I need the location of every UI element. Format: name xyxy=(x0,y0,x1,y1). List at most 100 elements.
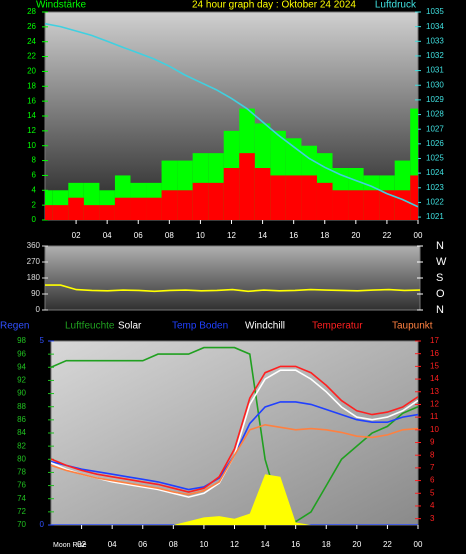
tick-label: 180 xyxy=(27,273,41,282)
bar xyxy=(114,197,131,220)
tick-label: 84 xyxy=(17,428,26,437)
y-axis-label: Windstärke xyxy=(36,0,86,11)
bar xyxy=(161,190,178,220)
tick-label: 82 xyxy=(17,441,26,450)
tick-label: 76 xyxy=(17,481,26,490)
x-tick-label: 02 xyxy=(72,231,81,240)
tick-label: 86 xyxy=(17,415,26,424)
tick-label: 22 xyxy=(27,52,36,61)
x-tick-label: 10 xyxy=(196,231,205,240)
line xyxy=(51,423,418,496)
legend-entry: Solar xyxy=(118,321,142,332)
bar xyxy=(332,190,349,220)
tick-label: 20 xyxy=(27,67,36,76)
tick-label: 24 xyxy=(27,37,36,46)
legend-entry: Temperatur xyxy=(312,321,363,332)
tick-label: 14 xyxy=(430,374,439,383)
y2-axis-label: Luftdruck xyxy=(375,0,417,11)
legend-entry: Windchill xyxy=(245,321,285,332)
x-tick-label: 22 xyxy=(382,231,391,240)
bar xyxy=(146,197,162,220)
legend-entry: Taupunkt xyxy=(392,321,433,332)
tick-label: 1024 xyxy=(426,168,444,177)
tick-label: 10 xyxy=(27,141,36,150)
tick-label: 8 xyxy=(430,450,435,459)
legend-entry: Temp Boden xyxy=(172,321,228,332)
tick-label: 10 xyxy=(430,425,439,434)
tick-label: 26 xyxy=(27,22,36,31)
x-tick-label: 18 xyxy=(322,540,331,549)
x-tick-label: 08 xyxy=(165,231,174,240)
tick-label: 16 xyxy=(27,96,36,105)
bar xyxy=(223,168,240,220)
tick-label: 360 xyxy=(27,241,41,250)
x-tick-label: 22 xyxy=(383,540,392,549)
tick-label: 74 xyxy=(17,494,26,503)
tick-label: 6 xyxy=(32,171,37,180)
x-tick-label: 00 xyxy=(414,231,423,240)
tick-label: 4 xyxy=(32,185,37,194)
bar xyxy=(254,168,271,220)
x-tick-label: 06 xyxy=(138,540,147,549)
x-tick-label: 20 xyxy=(351,231,360,240)
tick-label: 92 xyxy=(17,376,26,385)
tick-label: 11 xyxy=(430,412,439,421)
tick-label: 16 xyxy=(430,349,439,358)
tick-label: 13 xyxy=(430,387,439,396)
tick-label: 2 xyxy=(32,200,37,209)
bar xyxy=(208,182,224,220)
bar xyxy=(301,175,317,220)
bar xyxy=(363,190,380,220)
x-tick-label: 20 xyxy=(352,540,361,549)
x-tick-label: 08 xyxy=(169,540,178,549)
tick-label: 1030 xyxy=(426,80,444,89)
tick-label: 72 xyxy=(17,507,26,516)
tick-label: 1032 xyxy=(426,51,444,60)
tick-label: 1021 xyxy=(426,212,444,221)
chart-title: 24 hour graph day : Oktober 24 2024 xyxy=(192,0,356,11)
line xyxy=(51,365,418,493)
plot-area xyxy=(44,245,421,311)
tick-label: 80 xyxy=(17,454,26,463)
tick-label: W xyxy=(436,256,447,268)
tick-label: 94 xyxy=(17,362,26,371)
tick-label: 70 xyxy=(17,520,26,529)
tick-label: 1022 xyxy=(426,198,444,207)
x-tick-label: 18 xyxy=(320,231,329,240)
bar xyxy=(285,175,302,220)
bar xyxy=(192,182,209,220)
tick-label: 17 xyxy=(430,336,439,345)
annotation: Moon Rise xyxy=(53,542,87,549)
x-tick-label: 10 xyxy=(199,540,208,549)
x-tick-label: 02 xyxy=(77,540,86,549)
x-tick-label: 04 xyxy=(103,231,112,240)
tick-label: O xyxy=(436,288,445,300)
tick-label: 1023 xyxy=(426,183,444,192)
tick-label: 88 xyxy=(17,402,26,411)
tick-label: 6 xyxy=(430,476,435,485)
bar xyxy=(348,190,364,220)
tick-label: 96 xyxy=(17,349,26,358)
tick-label: 7 xyxy=(430,463,435,472)
tick-label: 1035 xyxy=(426,7,444,16)
tick-label: 12 xyxy=(27,126,36,135)
x-tick-label: 16 xyxy=(291,540,300,549)
x-tick-label: 12 xyxy=(227,231,236,240)
x-tick-label: 12 xyxy=(230,540,239,549)
x-tick-label: 00 xyxy=(414,540,423,549)
line xyxy=(45,284,420,293)
bar xyxy=(410,175,418,220)
tick-label: 4 xyxy=(430,501,435,510)
tick-label: 18 xyxy=(27,81,36,90)
plot-area xyxy=(50,340,419,526)
bar xyxy=(270,175,286,220)
bar xyxy=(99,205,115,220)
tick-label: 0 xyxy=(36,305,41,314)
tick-label: 1033 xyxy=(426,36,444,45)
bar xyxy=(410,108,418,220)
line xyxy=(45,22,418,208)
tick-label: 1028 xyxy=(426,110,444,119)
bar xyxy=(177,190,193,220)
tick-label: 28 xyxy=(27,7,36,16)
